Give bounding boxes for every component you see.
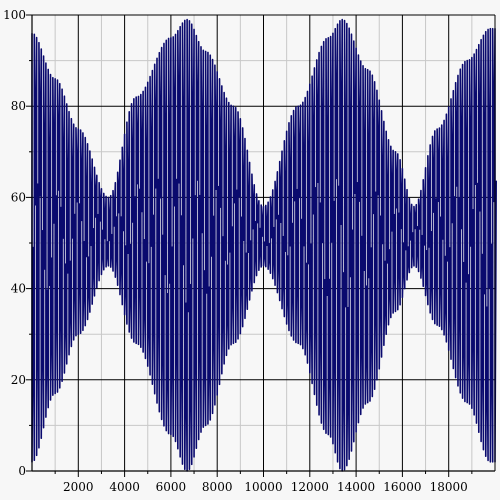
x-tick-label: 2000 (63, 480, 94, 494)
y-tick-label: 40 (11, 282, 26, 296)
x-tick-label: 16000 (383, 480, 421, 494)
x-tick-label: 4000 (109, 480, 140, 494)
x-tick-label: 6000 (156, 480, 187, 494)
plot-lines (31, 18, 497, 472)
y-tick-label: 60 (11, 190, 26, 204)
tick-labels: 2000 4000 6000 8000 10000 12000 14000 16000 1800… (3, 8, 468, 494)
x-tick-label: 8000 (202, 480, 233, 494)
y-tick-label: 20 (11, 373, 26, 387)
y-tick-label: 0 (18, 464, 26, 478)
x-tick-label: 10000 (244, 480, 282, 494)
x-tick-label: 12000 (291, 480, 329, 494)
y-tick-label: 80 (11, 99, 26, 113)
y-tick-label: 100 (3, 8, 26, 22)
x-tick-label: 14000 (337, 480, 375, 494)
axes (26, 14, 496, 477)
x-tick-label: 18000 (430, 480, 468, 494)
series-line (31, 18, 497, 472)
